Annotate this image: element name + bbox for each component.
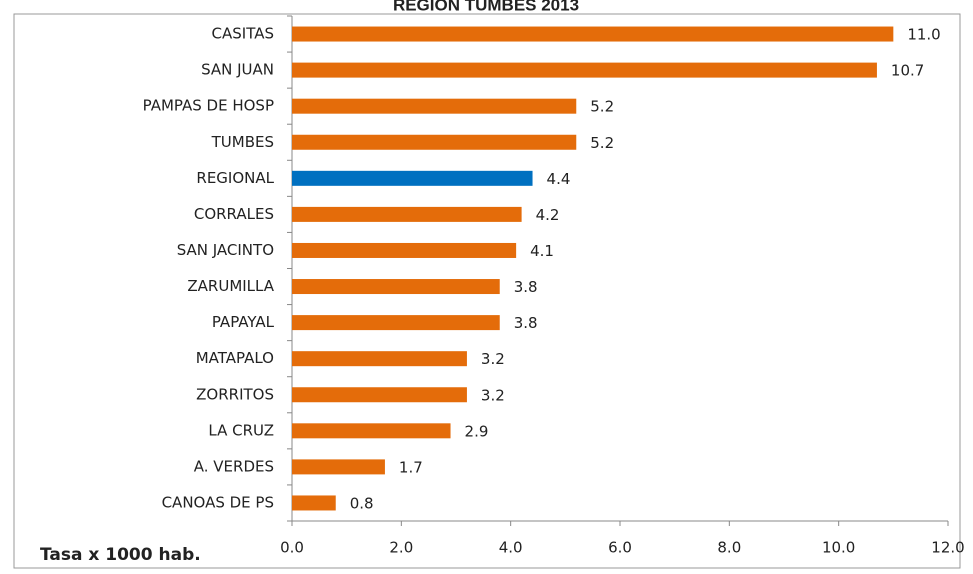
value-label: 2.9 (465, 422, 489, 440)
value-label: 3.2 (481, 350, 505, 368)
value-label: 4.2 (536, 206, 560, 224)
y-tick-label: TUMBES (211, 133, 274, 151)
x-tick-label: 2.0 (389, 539, 413, 557)
bar (292, 62, 877, 78)
bar (292, 242, 517, 258)
value-label: 3.2 (481, 386, 505, 404)
bar (292, 315, 500, 331)
bar (292, 459, 385, 475)
value-label: 5.2 (590, 134, 614, 152)
bar (292, 495, 336, 511)
value-label: 0.8 (350, 494, 374, 512)
value-label: 5.2 (590, 98, 614, 116)
y-tick-label: A. VERDES (194, 457, 274, 475)
bar (292, 206, 522, 222)
y-tick-label: LA CRUZ (208, 421, 274, 439)
bar (292, 26, 894, 42)
y-tick-label: REGIONAL (196, 169, 274, 187)
y-tick-label: CASITAS (212, 25, 274, 43)
y-tick-label: CORRALES (194, 205, 274, 223)
x-tick-label: 0.0 (280, 539, 304, 557)
x-axis-label: Tasa x 1000 hab. (40, 545, 201, 565)
y-tick-label: ZORRITOS (196, 385, 274, 403)
y-tick-label: MATAPALO (196, 349, 274, 367)
bar (292, 423, 451, 439)
bar (292, 170, 533, 186)
value-label: 4.1 (530, 242, 554, 260)
value-label: 10.7 (891, 62, 924, 80)
y-tick-label: CANOAS DE PS (162, 493, 274, 511)
bar (292, 279, 500, 295)
y-tick-label: PAMPAS DE HOSP (143, 97, 274, 115)
x-tick-label: 10.0 (822, 539, 855, 557)
bar (292, 98, 577, 114)
bar (292, 387, 467, 403)
x-tick-label: 6.0 (608, 539, 632, 557)
bar (292, 351, 467, 367)
x-tick-label: 4.0 (499, 539, 523, 557)
value-label: 3.8 (514, 278, 538, 296)
x-tick-label: 8.0 (717, 539, 741, 557)
y-tick-label: PAPAYAL (212, 313, 275, 331)
y-tick-label: SAN JACINTO (177, 241, 274, 259)
y-tick-label: ZARUMILLA (187, 277, 274, 295)
value-label: 11.0 (907, 26, 940, 44)
value-label: 1.7 (399, 458, 423, 476)
chart-title: REGION TUMBES 2013 (393, 0, 579, 14)
value-label: 4.4 (547, 170, 571, 188)
chart-border (13, 13, 961, 569)
bar (292, 134, 577, 150)
value-label: 3.8 (514, 314, 538, 332)
x-tick-label: 12.0 (931, 539, 964, 557)
y-tick-label: SAN JUAN (201, 61, 274, 79)
